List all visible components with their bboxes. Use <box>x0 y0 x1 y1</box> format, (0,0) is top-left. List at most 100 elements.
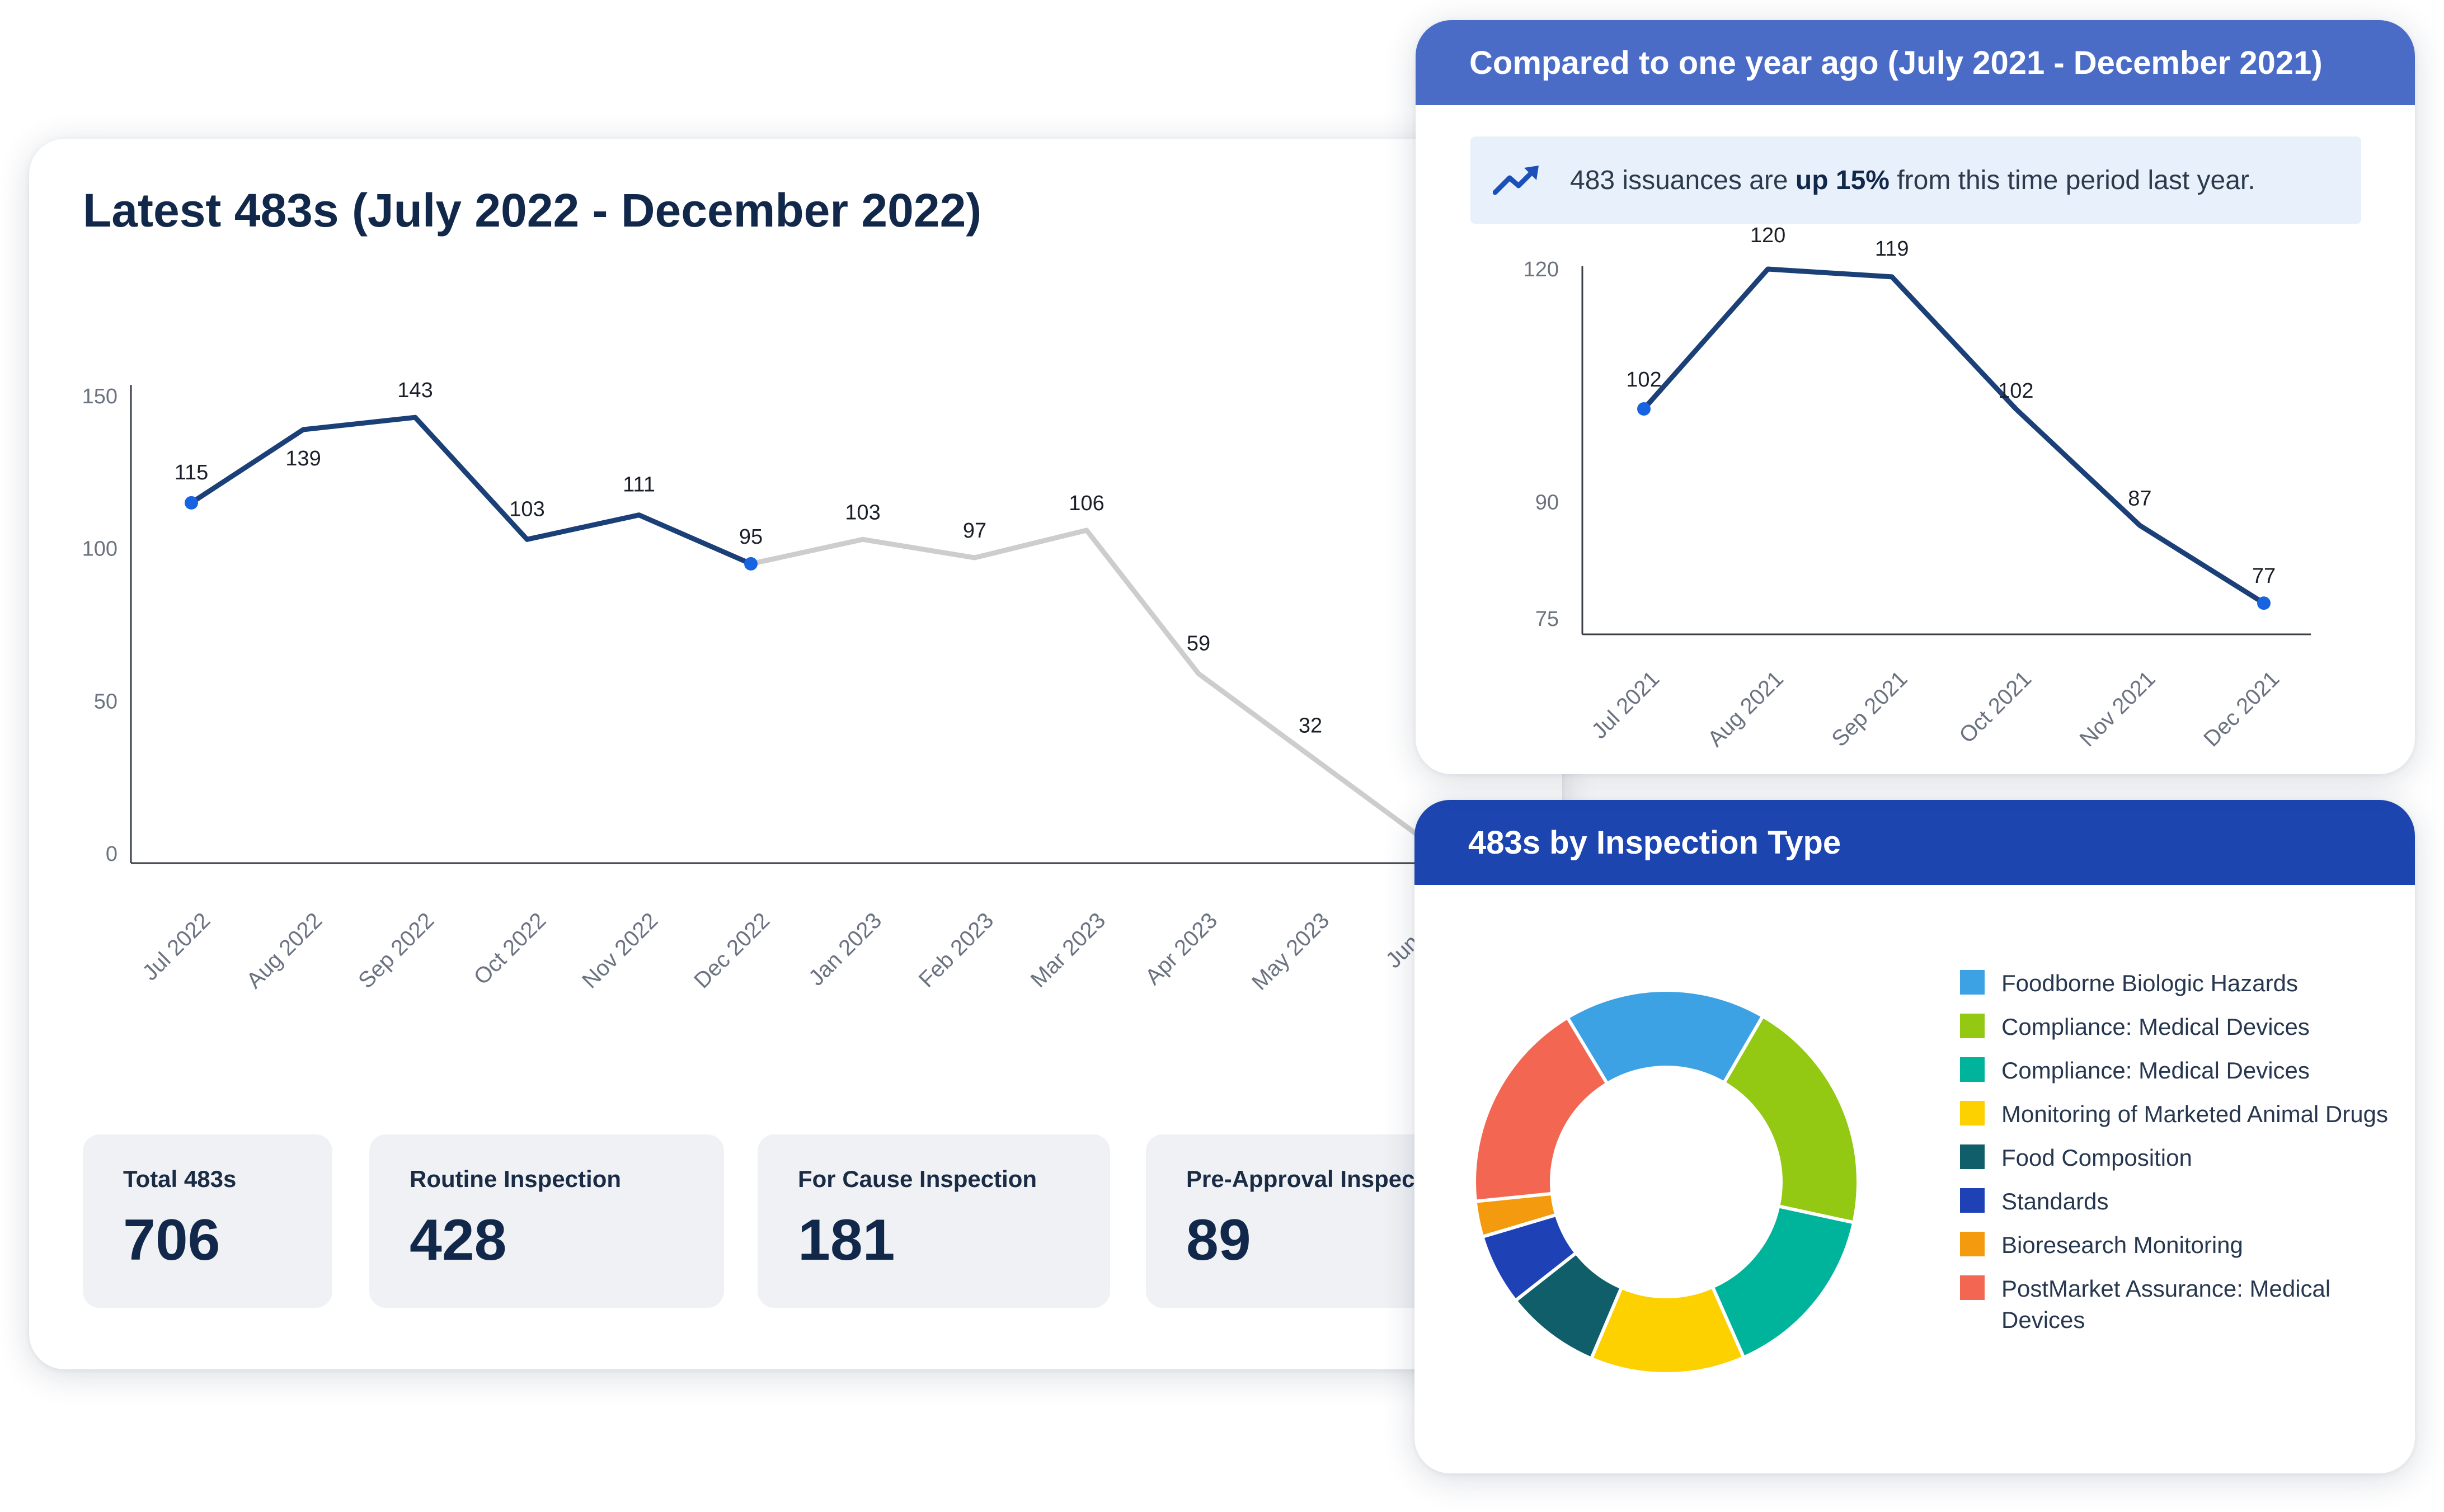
donut-slice <box>1722 1014 1860 1225</box>
data-label: 139 <box>285 447 321 470</box>
data-label: 95 <box>739 525 763 549</box>
stat-for-cause-inspection: For Cause Inspection 181 <box>758 1134 1110 1308</box>
legend-item[interactable]: Foodborne Biologic Hazards <box>1960 968 2396 999</box>
stat-label: Pre-Approval Inspect <box>1186 1166 1423 1192</box>
legend-swatch <box>1960 1057 1985 1082</box>
year-over-year-header: Compared to one year ago (July 2021 - De… <box>1416 20 2415 105</box>
legend-label: Foodborne Biologic Hazards <box>2001 970 2298 996</box>
x-tick-label: Jul 2022 <box>138 908 215 985</box>
data-label: 103 <box>509 497 544 521</box>
data-label: 115 <box>175 461 209 484</box>
legend-item[interactable]: Standards <box>1960 1186 2396 1217</box>
x-tick-label: May 2023 <box>1247 908 1334 995</box>
legend-swatch <box>1960 1144 1985 1169</box>
data-label: 97 <box>963 519 986 543</box>
year-over-year-line-chart: 75 90 120 Jul 2021 Aug 2021 Sep 2021 Oct 2021 N… <box>1524 224 2311 751</box>
x-tick-label: Aug 2021 <box>1703 666 1788 751</box>
year-over-year-card: Compared to one year ago (July 2021 - De… <box>1416 20 2415 774</box>
x-tick-label: Aug 2022 <box>242 908 327 993</box>
series-line-0 <box>189 414 754 567</box>
legend-swatch <box>1960 1188 1985 1213</box>
series-line-1 <box>748 527 1425 841</box>
legend-swatch <box>1960 1101 1985 1125</box>
data-label: 103 <box>845 501 880 524</box>
data-label: 106 <box>1069 492 1104 515</box>
stat-value: 706 <box>123 1208 220 1273</box>
data-label: 59 <box>1187 632 1210 655</box>
point-marker <box>1637 402 1651 416</box>
legend-label: Compliance: Medical Devices <box>2001 1057 2310 1084</box>
point-marker <box>185 496 198 510</box>
x-tick-label: Sep 2021 <box>1827 666 1912 751</box>
trend-up-icon <box>1493 166 1539 195</box>
x-tick-label: Apr 2023 <box>1140 908 1222 990</box>
stat-value: 181 <box>798 1208 895 1273</box>
x-tick-label: Dec 2022 <box>689 908 774 993</box>
latest-483s-title: Latest 483s (July 2022 - December 2022) <box>83 184 982 237</box>
stat-label: Routine Inspection <box>410 1166 621 1192</box>
legend-label: Standards <box>2001 1188 2109 1214</box>
y-tick-label: 90 <box>1535 491 1559 515</box>
legend-label: PostMarket Assurance: Medical Devices <box>2001 1275 2331 1333</box>
donut-slice <box>1473 1015 1610 1203</box>
legend-item[interactable]: Bioresearch Monitoring <box>1960 1230 2396 1261</box>
stat-total-483s: Total 483s 706 <box>83 1134 332 1308</box>
x-tick-label: Oct 2022 <box>469 908 551 990</box>
y-tick-label: 150 <box>82 385 118 408</box>
legend-swatch <box>1960 1232 1985 1256</box>
legend-item[interactable]: Compliance: Medical Devices <box>1960 1011 2396 1043</box>
x-tick-label: Mar 2023 <box>1026 908 1111 992</box>
x-tick-label: Feb 2023 <box>914 908 999 992</box>
legend-swatch <box>1960 1014 1985 1038</box>
latest-483s-line-chart: 0 50 100 150 Jul 2022 Aug 2022 Sep 2022 Oct 202… <box>82 379 1461 995</box>
y-tick-label: 50 <box>94 690 118 713</box>
legend-item[interactable]: Compliance: Medical Devices <box>1960 1055 2396 1086</box>
y-tick-label: 120 <box>1524 258 1559 281</box>
y-tick-label: 100 <box>82 538 118 561</box>
data-label: 119 <box>1875 237 1909 261</box>
legend-swatch <box>1960 970 1985 995</box>
inspection-type-card: 483s by Inspection Type Foodborne Biolog… <box>1414 800 2415 1473</box>
donut-legend: Foodborne Biologic Hazards Compliance: M… <box>1960 968 2396 1348</box>
legend-item[interactable]: PostMarket Assurance: Medical Devices <box>1960 1273 2396 1336</box>
legend-item[interactable]: Food Composition <box>1960 1142 2396 1174</box>
data-label: 111 <box>623 473 655 497</box>
legend-item[interactable]: Monitoring of Marketed Animal Drugs <box>1960 1099 2396 1130</box>
x-tick-label: Sep 2022 <box>354 908 439 993</box>
inspection-type-header: 483s by Inspection Type <box>1414 800 2415 885</box>
x-tick-label: Jul 2021 <box>1587 666 1664 743</box>
stat-value: 428 <box>410 1208 507 1273</box>
legend-label: Bioresearch Monitoring <box>2001 1232 2243 1258</box>
stat-label: For Cause Inspection <box>798 1166 1037 1192</box>
callout-text: 483 issuances are up 15% from this time … <box>1570 165 2255 195</box>
data-label: 102 <box>1998 379 2033 403</box>
legend-swatch <box>1960 1275 1985 1300</box>
x-tick-label: Nov 2022 <box>577 908 662 993</box>
series-line-0 <box>1641 266 2267 606</box>
legend-label: Food Composition <box>2001 1144 2192 1171</box>
point-marker <box>2257 596 2271 610</box>
latest-483s-card: Latest 483s (July 2022 - December 2022) … <box>29 139 1562 1369</box>
trend-callout: 483 issuances are up 15% from this time … <box>1470 136 2361 224</box>
legend-label: Monitoring of Marketed Animal Drugs <box>2001 1101 2388 1127</box>
stat-routine-inspection: Routine Inspection 428 <box>369 1134 724 1308</box>
x-tick-label: Nov 2021 <box>2075 666 2160 751</box>
stat-value: 89 <box>1186 1208 1251 1273</box>
x-tick-label: Jan 2023 <box>804 908 886 990</box>
donut-slice <box>1565 988 1765 1086</box>
callout-highlight: up 15% <box>1795 165 1890 195</box>
data-label: 32 <box>1299 714 1322 737</box>
y-tick-label: 0 <box>106 842 118 866</box>
data-label: 120 <box>1750 224 1785 247</box>
x-tick-label: Dec 2021 <box>2199 666 2284 751</box>
legend-label: Compliance: Medical Devices <box>2001 1014 2310 1040</box>
data-label: 77 <box>2252 564 2276 588</box>
stat-label: Total 483s <box>123 1166 237 1192</box>
data-label: 143 <box>397 379 433 402</box>
data-label: 102 <box>1626 368 1661 392</box>
data-label: 87 <box>2128 487 2151 510</box>
x-tick-label: Oct 2021 <box>1954 666 2036 748</box>
inspection-type-donut-chart <box>1473 988 1860 1376</box>
point-marker <box>744 557 758 571</box>
y-tick-label: 75 <box>1535 607 1559 631</box>
